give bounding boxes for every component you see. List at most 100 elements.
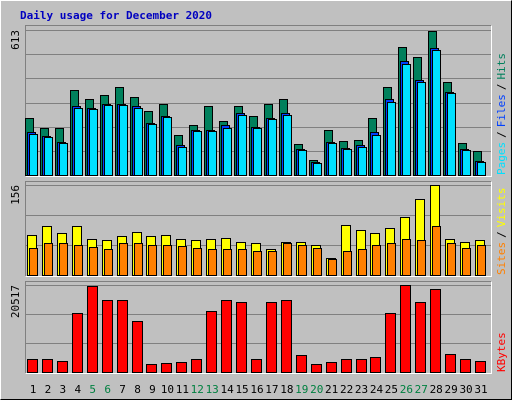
bar (477, 162, 486, 176)
x-tick-label: 14 (221, 383, 235, 396)
legend: KBytes (495, 332, 508, 372)
bar (178, 147, 187, 176)
legend-entry: Pages (495, 142, 508, 175)
x-tick-label: 3 (60, 383, 67, 396)
bar (57, 361, 68, 373)
bar (460, 359, 471, 373)
bar (402, 64, 411, 176)
bar (462, 248, 471, 276)
bar (193, 131, 202, 176)
bar (29, 134, 38, 176)
panel-bevel-dark (25, 181, 492, 277)
bar (298, 245, 307, 276)
x-tick-label: 8 (134, 383, 141, 396)
bar (447, 93, 456, 176)
bar (253, 128, 262, 176)
chart-title: Daily usage for December 2020 (20, 9, 212, 22)
bar (400, 285, 411, 373)
legend-separator: / (495, 131, 508, 138)
bar (104, 249, 113, 276)
bar (148, 245, 157, 276)
legend-separator: / (495, 231, 508, 238)
bar (341, 359, 352, 373)
panel-bevel-light (25, 181, 492, 277)
bar (44, 243, 53, 276)
bar (475, 361, 486, 373)
bar (134, 243, 143, 276)
x-tick-label: 2 (45, 383, 52, 396)
legend-entry: Sites (495, 242, 508, 275)
bar (27, 359, 38, 373)
x-tick-label: 28 (430, 383, 443, 396)
bar (387, 102, 396, 176)
x-tick-label: 22 (340, 383, 353, 396)
x-tick-label: 18 (280, 383, 293, 396)
bar (89, 109, 98, 176)
x-tick-label: 19 (295, 383, 308, 396)
bar (163, 117, 172, 176)
bar (298, 150, 307, 176)
bar (266, 302, 277, 373)
x-tick-label: 15 (235, 383, 248, 396)
x-tick-label: 23 (355, 383, 368, 396)
x-tick-label: 11 (176, 383, 189, 396)
x-tick-label: 25 (385, 383, 398, 396)
bar (134, 108, 143, 176)
bar (72, 313, 83, 373)
bar (281, 300, 292, 373)
x-tick-label: 1 (30, 383, 37, 396)
bar (372, 135, 381, 176)
bar (44, 137, 53, 176)
bar (296, 355, 307, 373)
y-tick-label: 20517 (9, 285, 22, 318)
bar (236, 302, 247, 373)
bar (402, 239, 411, 276)
bar (432, 226, 441, 276)
bar (372, 245, 381, 276)
bar (430, 289, 441, 373)
x-tick-label: 21 (325, 383, 338, 396)
bar (313, 163, 322, 176)
bar (385, 313, 396, 373)
x-tick-label: 5 (89, 383, 96, 396)
x-tick-label: 24 (370, 383, 384, 396)
bar (313, 248, 322, 276)
bar (176, 362, 187, 373)
bar (221, 300, 232, 373)
x-tick-label: 4 (74, 383, 81, 396)
legend-separator: / (495, 84, 508, 91)
bar (193, 248, 202, 276)
legend-entry: Files (495, 94, 508, 127)
bar (29, 248, 38, 276)
bar (253, 251, 262, 276)
bar (119, 105, 128, 176)
bar (208, 249, 217, 276)
bar (268, 119, 277, 176)
bar (191, 359, 202, 373)
bar (328, 143, 337, 176)
bar (132, 321, 143, 373)
bar (87, 286, 98, 373)
x-tick-label: 7 (119, 383, 126, 396)
bar (283, 243, 292, 276)
bar (432, 50, 441, 176)
bar (102, 300, 113, 373)
bar (146, 364, 157, 373)
bar (42, 359, 53, 373)
bar (417, 240, 426, 276)
legend: Pages / Files / Hits (495, 53, 508, 175)
x-tick-label: 17 (265, 383, 278, 396)
bar (358, 249, 367, 276)
x-tick-label: 6 (104, 383, 111, 396)
x-tick-label: 27 (415, 383, 428, 396)
bar (223, 249, 232, 276)
panel-bevel-light (25, 25, 492, 177)
bar (462, 150, 471, 176)
panel-bevel-dark (25, 281, 492, 374)
bar (223, 128, 232, 176)
legend-entry: Hits (495, 53, 508, 80)
bar (343, 251, 352, 276)
bar (59, 143, 68, 176)
bar (206, 311, 217, 373)
bar (89, 247, 98, 276)
